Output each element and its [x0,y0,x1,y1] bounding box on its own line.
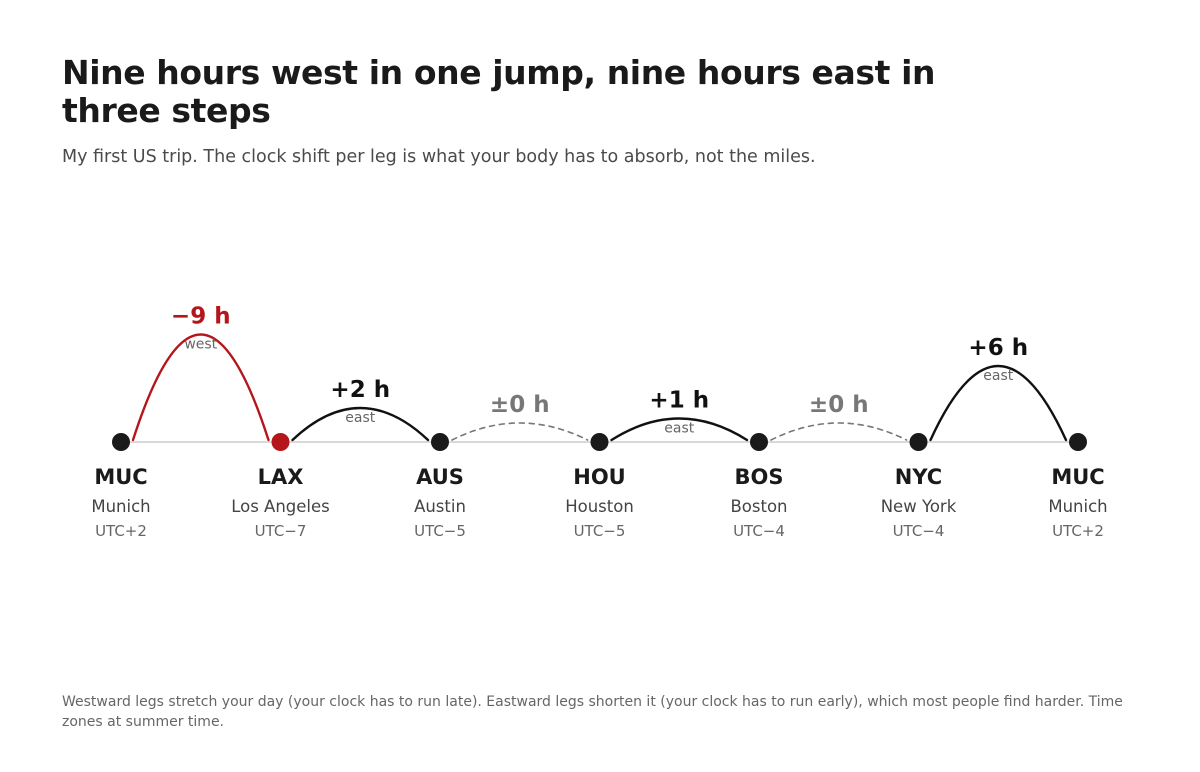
stop-city-5: Boston [730,497,787,516]
leg-direction-label-2: east [345,410,375,426]
stop-marker-5 [750,433,768,451]
leg-arc-1 [131,333,270,442]
stop-marker-1 [112,433,130,451]
stop-marker-3 [431,433,449,451]
leg-direction-label-4: east [664,421,694,437]
stop-city-2: Los Angeles [231,497,330,516]
stop-code-3: AUS [416,465,464,489]
leg-arc-2 [291,406,430,442]
stop-city-1: Munich [91,497,150,516]
leg-arc-6 [929,365,1068,442]
stop-code-2: LAX [258,465,304,489]
leg-shift-label-1: −9 h [171,304,231,330]
stop-code-1: MUC [94,465,147,489]
stop-city-3: Austin [414,497,466,516]
stop-code-5: BOS [735,465,784,489]
stop-marker-4 [590,433,609,451]
stop-timezone-7: UTC+2 [1052,522,1104,540]
page-title: Nine hours west in one jump, nine hours … [62,53,936,130]
leg-direction-label-1: west [184,337,217,353]
stop-timezone-6: UTC−4 [893,522,945,540]
stop-code-6: NYC [895,465,942,489]
leg-arc-3 [451,422,589,441]
leg-shift-label-6: +6 h [968,335,1028,361]
stop-marker-2 [271,433,290,451]
stop-city-7: Munich [1048,497,1107,516]
stop-timezone-5: UTC−4 [733,522,785,540]
leg-shift-label-2: +2 h [330,377,390,403]
time-shift-diagram: −9 h west +2 h east ±0 h +1 h east ±0 h +6 h east… [91,304,1107,541]
stop-city-4: Houston [565,497,634,516]
stop-code-4: HOU [573,465,625,489]
leg-shift-label-4: +1 h [649,388,709,414]
leg-direction-label-6: east [983,368,1013,384]
leg-arc-5 [770,422,908,441]
footnote: Westward legs stretch your day (your clo… [62,694,1123,730]
stop-timezone-2: UTC−7 [255,522,307,540]
stop-city-6: New York [881,497,957,516]
leg-arc-4 [610,417,749,442]
stop-code-7: MUC [1051,465,1104,489]
stop-timezone-1: UTC+2 [95,522,147,540]
leg-shift-label-5: ±0 h [809,392,869,418]
page-subtitle: My first US trip. The clock shift per le… [62,147,816,167]
stop-timezone-4: UTC−5 [574,522,626,540]
stop-marker-6 [909,433,928,451]
stop-marker-7 [1069,433,1087,451]
stop-timezone-3: UTC−5 [414,522,466,540]
leg-shift-label-3: ±0 h [490,392,550,418]
